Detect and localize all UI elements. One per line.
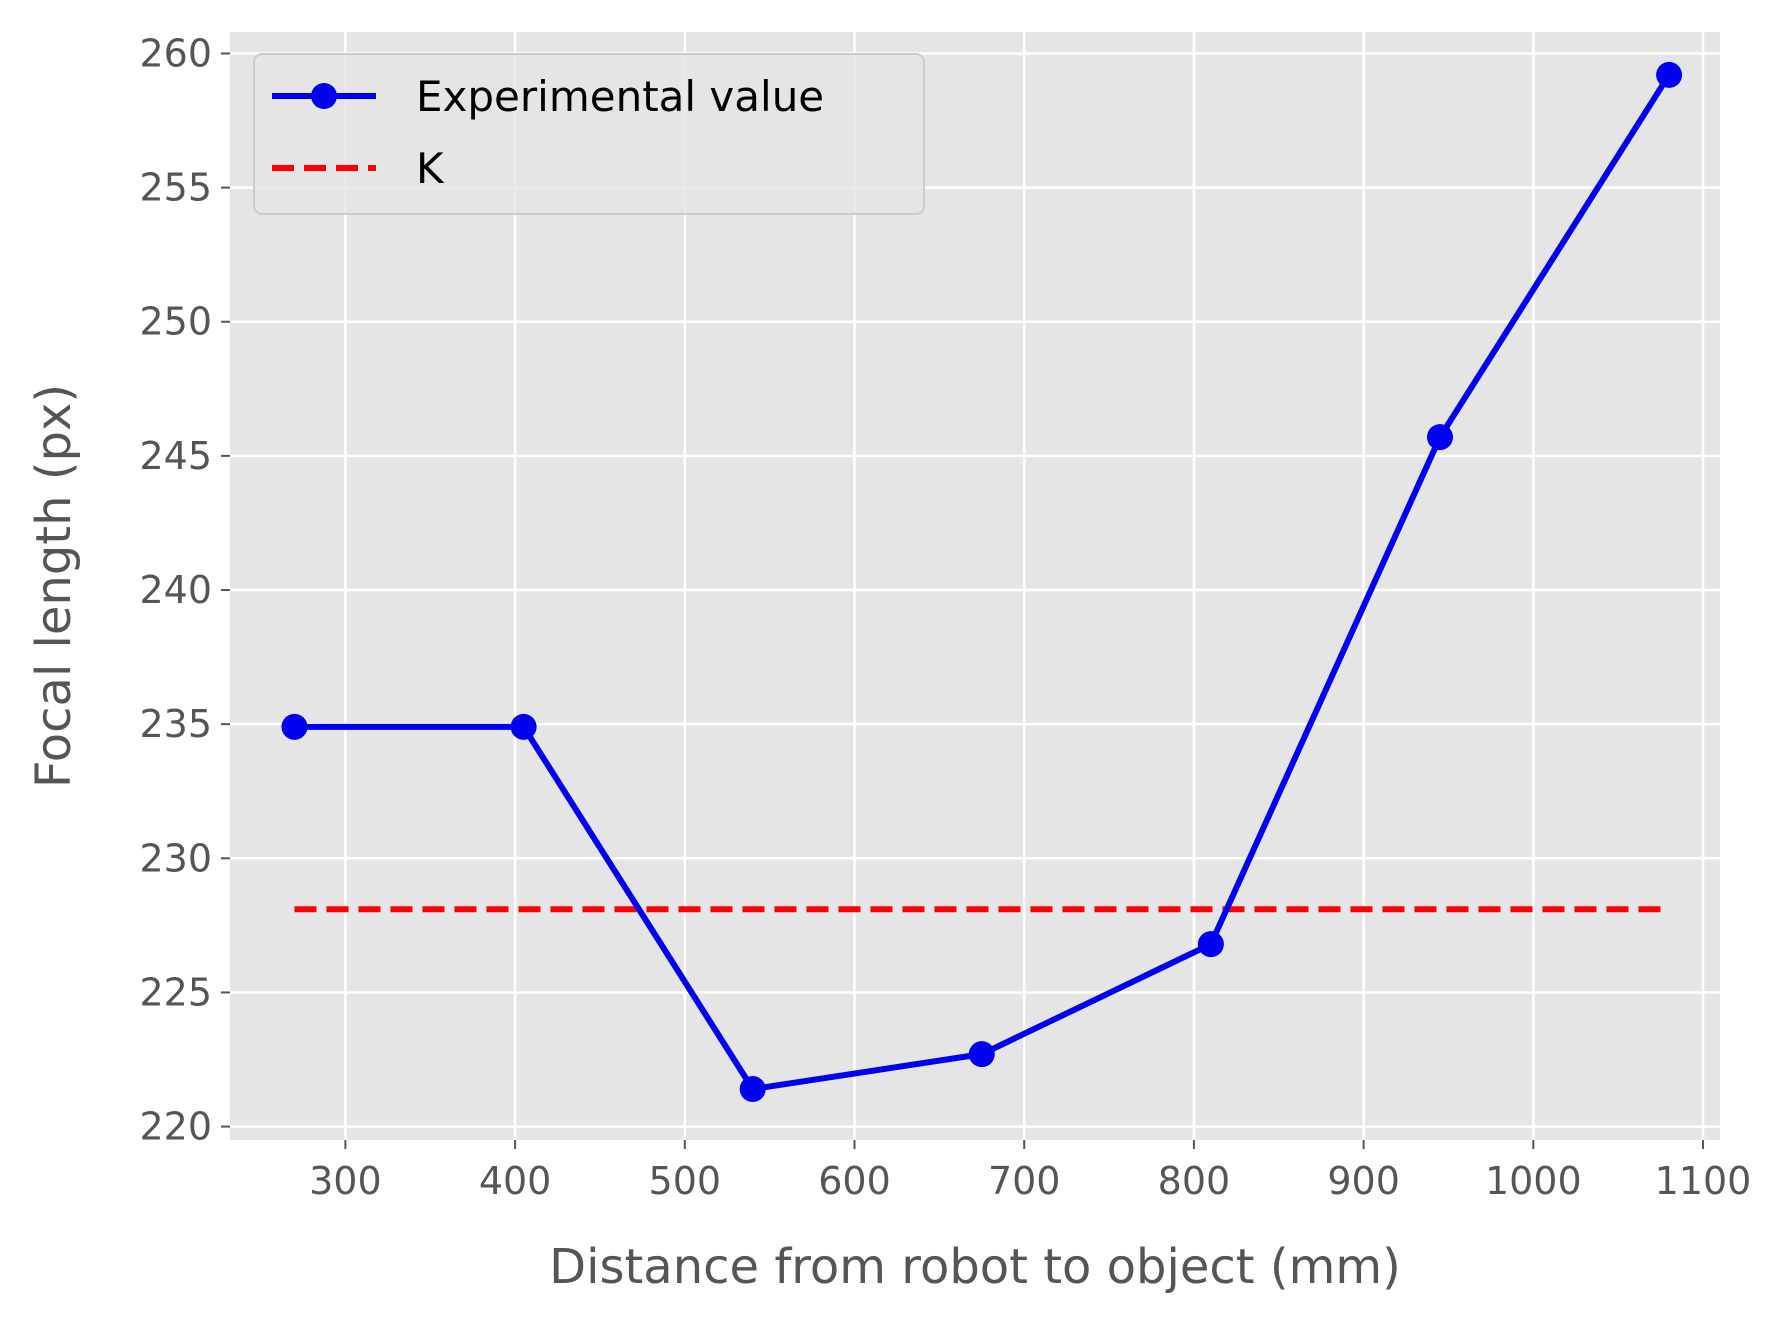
x-tick-label: 800	[1158, 1159, 1231, 1203]
data-point	[1656, 61, 1683, 88]
y-tick-label: 250	[139, 300, 212, 344]
legend-label-k: K	[416, 144, 445, 193]
legend: Experimental value K	[253, 53, 925, 215]
y-tick-label: 230	[139, 836, 212, 880]
data-point	[739, 1076, 766, 1103]
legend-label-experimental: Experimental value	[416, 72, 824, 121]
grid	[230, 32, 1720, 1140]
plot-background	[230, 32, 1720, 1140]
x-tick-label: 400	[479, 1159, 552, 1203]
series-layer	[281, 61, 1683, 1103]
legend-box	[253, 53, 925, 215]
y-tick-label: 240	[139, 568, 212, 612]
legend-marker-experimental	[311, 83, 337, 109]
y-tick-label: 235	[139, 702, 212, 746]
x-tick-label: 300	[309, 1159, 382, 1203]
y-tick-label: 255	[139, 166, 212, 210]
x-tick-label: 900	[1327, 1159, 1400, 1203]
data-point	[1197, 931, 1224, 958]
ticks: 300 400 500 600 700 800 900 1000 1100 220 225 230 23…	[139, 31, 1751, 1203]
data-point	[1426, 424, 1453, 451]
x-tick-label: 1000	[1485, 1159, 1582, 1203]
y-tick-label: 245	[139, 434, 212, 478]
y-axis-label: Focal length (px)	[26, 384, 82, 788]
y-tick-label: 225	[139, 970, 212, 1014]
data-point	[968, 1041, 995, 1068]
x-axis-label: Distance from robot to object (mm)	[549, 1239, 1401, 1295]
x-tick-label: 700	[988, 1159, 1061, 1203]
y-tick-label: 260	[139, 31, 212, 75]
y-tick-label: 220	[139, 1105, 212, 1149]
x-tick-label: 600	[818, 1159, 891, 1203]
data-point	[281, 713, 308, 740]
x-tick-label: 500	[649, 1159, 722, 1203]
data-point	[510, 713, 537, 740]
x-tick-label: 1100	[1655, 1159, 1752, 1203]
